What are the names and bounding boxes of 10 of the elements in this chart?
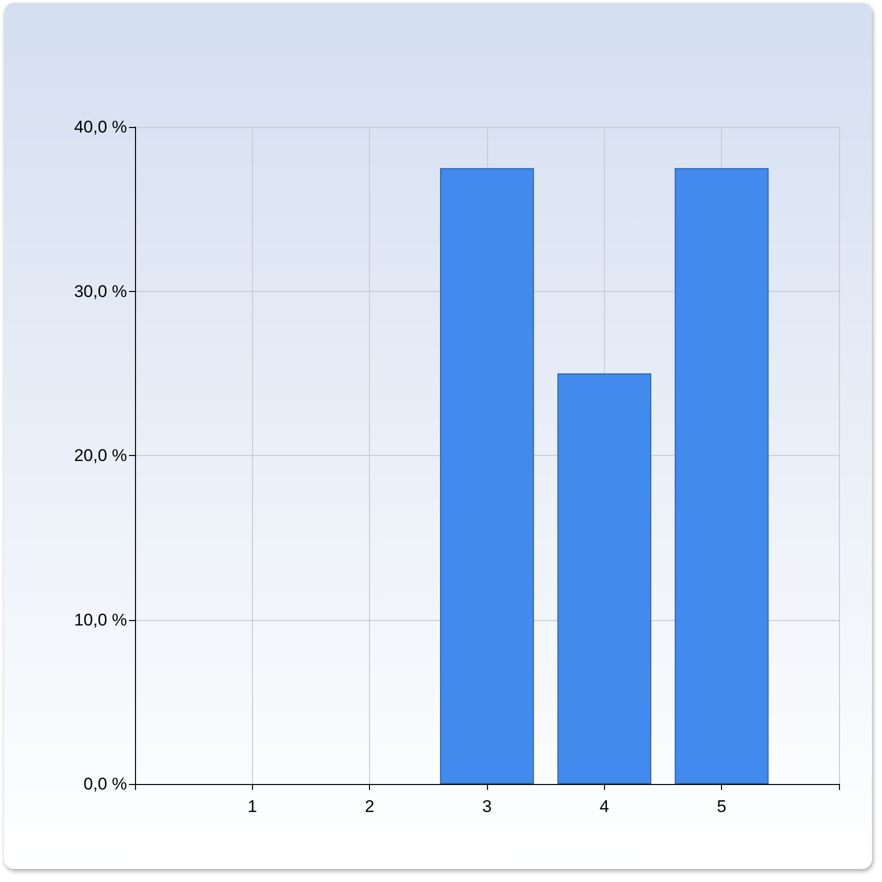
x-tick-label: 3 xyxy=(482,797,492,816)
y-tick-label: 20,0 % xyxy=(74,446,127,465)
x-tick-label: 2 xyxy=(364,797,374,816)
x-tick-label: 1 xyxy=(248,797,258,816)
x-tick-label: 5 xyxy=(716,797,726,816)
y-tick-label: 30,0 % xyxy=(74,282,127,301)
y-tick-label: 0,0 % xyxy=(84,774,127,794)
y-tick-label: 10,0 % xyxy=(74,610,127,630)
x-tick-label: 4 xyxy=(600,797,610,816)
y-tick-label: 40,0 % xyxy=(74,118,127,136)
